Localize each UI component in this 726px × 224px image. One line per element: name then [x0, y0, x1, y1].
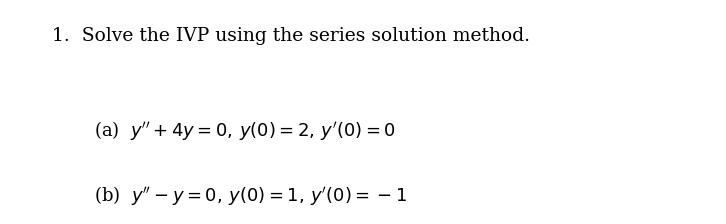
Text: 1.  Solve the IVP using the series solution method.: 1. Solve the IVP using the series soluti… [52, 27, 530, 45]
Text: (a)  $y'' + 4y = 0,\, y(0) = 2,\, y'(0) = 0$: (a) $y'' + 4y = 0,\, y(0) = 2,\, y'(0) =… [94, 119, 396, 142]
Text: (b)  $y'' - y = 0,\, y(0) = 1,\, y'(0) = -1$: (b) $y'' - y = 0,\, y(0) = 1,\, y'(0) = … [94, 184, 407, 207]
